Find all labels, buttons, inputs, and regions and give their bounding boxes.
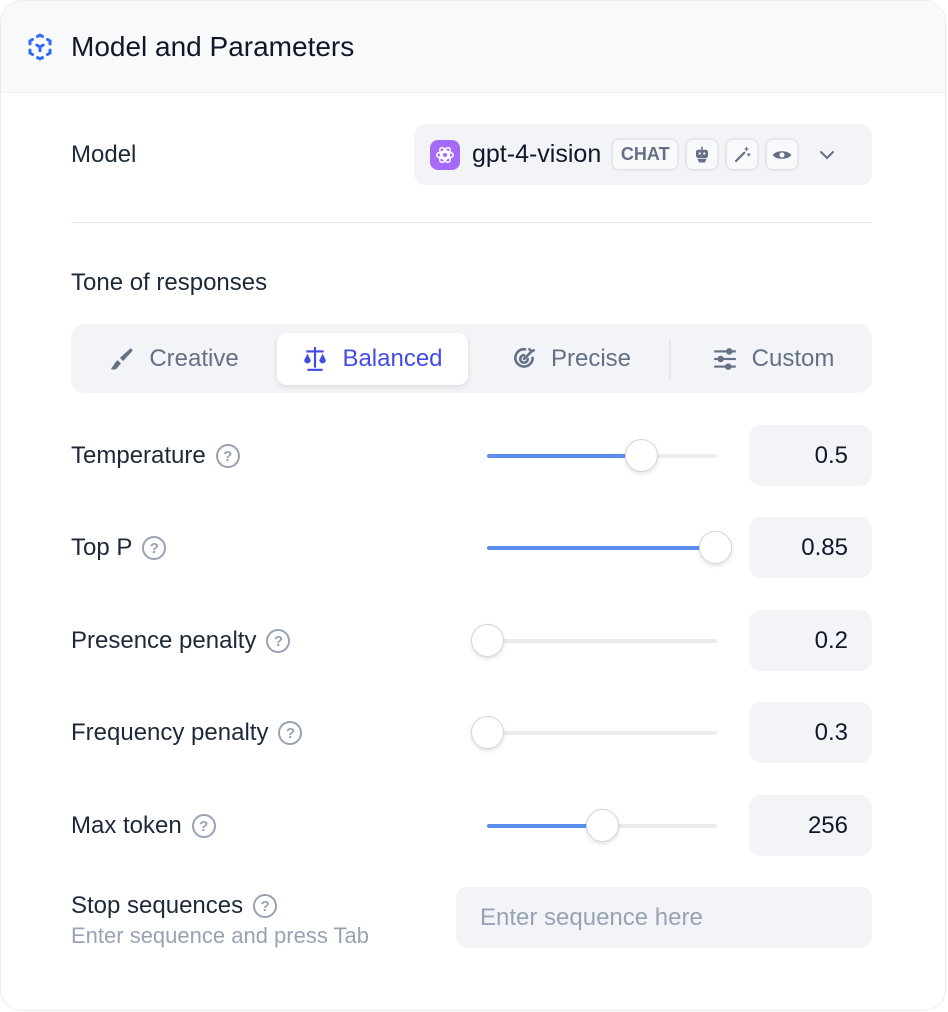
- tab-label: Balanced: [342, 345, 443, 372]
- tab-label: Custom: [751, 345, 835, 372]
- tab-balanced[interactable]: Balanced: [277, 333, 468, 385]
- param-row: Presence penalty?: [71, 621, 869, 661]
- param-row: Temperature?: [71, 436, 869, 476]
- help-icon[interactable]: ?: [191, 814, 216, 838]
- tone-segmented-control: Creative Balanced Precise Custom: [71, 324, 872, 393]
- param-label-text: Presence penalty: [71, 627, 257, 654]
- tab-custom[interactable]: Custom: [683, 333, 863, 385]
- param-label-text: Top P: [71, 534, 133, 561]
- param-slider[interactable]: [487, 439, 717, 472]
- tab-separator: [669, 339, 671, 379]
- tone-row: Tone of responses: [71, 263, 869, 303]
- help-icon[interactable]: ?: [142, 536, 167, 560]
- help-icon[interactable]: ?: [215, 444, 240, 468]
- slider-fill: [487, 824, 602, 828]
- slider-fill: [487, 546, 715, 550]
- stop-sequences-text: Stop sequences: [71, 892, 244, 919]
- cube-dashed-icon: [28, 32, 52, 61]
- tab-label: Precise: [550, 345, 632, 372]
- brush-icon: [111, 348, 134, 370]
- param-slider[interactable]: [487, 809, 717, 842]
- param-label-text: Temperature: [71, 442, 206, 469]
- target-icon: [514, 347, 536, 368]
- stop-sequence-input[interactable]: [456, 887, 872, 948]
- tab-label: Creative: [149, 345, 239, 372]
- model-row: Model: [71, 135, 869, 175]
- robot-icon: [685, 138, 720, 171]
- slider-thumb[interactable]: [698, 531, 732, 564]
- slider-thumb[interactable]: [586, 809, 619, 842]
- model-name: gpt-4-vision: [472, 140, 602, 168]
- param-label: Max token?: [71, 812, 216, 840]
- divider: [71, 222, 872, 223]
- slider-thumb[interactable]: [471, 716, 504, 749]
- stop-sequences-hint: Enter sequence and press Tab: [71, 923, 370, 948]
- param-value-input[interactable]: 0.85: [749, 517, 872, 578]
- eye-icon: [765, 138, 800, 171]
- param-label: Temperature?: [71, 442, 240, 470]
- scale-icon: [304, 347, 327, 371]
- param-row: Frequency penalty?: [71, 713, 869, 753]
- model-selector[interactable]: gpt-4-vision CHAT: [414, 124, 872, 185]
- param-label-text: Frequency penalty: [71, 719, 269, 746]
- slider-thumb[interactable]: [471, 624, 504, 657]
- param-value-input[interactable]: 0.2: [749, 610, 872, 671]
- slider-thumb[interactable]: [625, 439, 659, 472]
- param-label: Presence penalty?: [71, 627, 291, 655]
- param-label: Frequency penalty?: [71, 719, 303, 747]
- stop-sequences-row: Stop sequences?: [71, 889, 869, 923]
- param-value-input[interactable]: 0.5: [749, 425, 872, 486]
- help-icon[interactable]: ?: [253, 894, 278, 918]
- model-type-badge: CHAT: [611, 138, 680, 171]
- param-label: Top P?: [71, 534, 167, 562]
- stop-sequences-label: Stop sequences?: [71, 892, 278, 920]
- slider-fill: [487, 454, 642, 458]
- help-icon[interactable]: ?: [266, 629, 291, 653]
- openai-logo-icon: [430, 139, 460, 170]
- model-label: Model: [71, 141, 137, 168]
- param-value-input[interactable]: 256: [749, 795, 872, 856]
- tone-label: Tone of responses: [71, 269, 268, 296]
- param-slider[interactable]: [471, 624, 717, 657]
- tab-creative[interactable]: Creative: [89, 333, 259, 385]
- panel-header: Model and Parameters: [1, 1, 945, 93]
- chevron-down-icon[interactable]: [817, 145, 837, 165]
- magic-wand-icon: [725, 138, 760, 171]
- param-label-text: Max token: [71, 812, 182, 839]
- param-value-input[interactable]: 0.3: [749, 702, 872, 763]
- tab-precise[interactable]: Precise: [486, 333, 656, 385]
- help-icon[interactable]: ?: [278, 721, 303, 745]
- param-slider[interactable]: [487, 531, 732, 564]
- param-row: Max token?: [71, 806, 869, 846]
- param-row: Top P?: [71, 528, 869, 568]
- panel-title: Model and Parameters: [71, 30, 355, 62]
- sliders-icon: [713, 348, 736, 370]
- param-slider[interactable]: [471, 716, 717, 749]
